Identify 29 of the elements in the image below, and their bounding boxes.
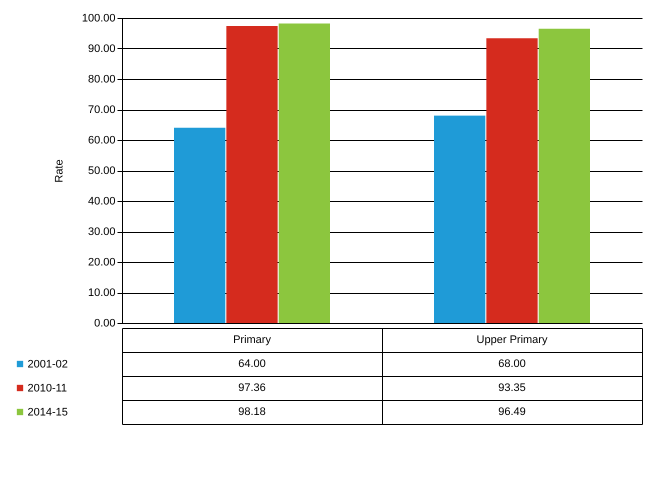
y-tick-label: 30.00 — [88, 226, 116, 238]
y-tick-label: 10.00 — [88, 287, 116, 299]
y-tick-label: 20.00 — [88, 256, 116, 268]
x-tick-label: Primary — [233, 334, 272, 346]
bar — [278, 24, 330, 323]
y-tick-label: 60.00 — [88, 134, 116, 146]
y-tick-label: 80.00 — [88, 74, 116, 86]
bar — [486, 38, 538, 323]
y-tick-label: 90.00 — [88, 43, 116, 55]
y-axis-title: Rate — [54, 159, 66, 183]
y-tick-label: 100.00 — [82, 12, 116, 24]
data-label: 96.49 — [498, 406, 526, 418]
y-tick-label: 0.00 — [94, 318, 116, 330]
data-label: 93.35 — [498, 382, 526, 394]
legend-label: 2010-11 — [28, 382, 68, 394]
bar — [226, 26, 278, 323]
y-tick-label: 40.00 — [88, 196, 116, 208]
data-label: 98.18 — [238, 406, 266, 418]
y-tick-label: 70.00 — [88, 104, 116, 116]
data-label: 68.00 — [498, 358, 526, 370]
x-tick-label: Upper Primary — [476, 334, 548, 346]
data-label: 64.00 — [238, 358, 266, 370]
bar — [538, 28, 590, 323]
legend-label: 2001-02 — [28, 358, 68, 370]
y-tick-label: 50.00 — [88, 165, 116, 177]
bar — [434, 116, 486, 323]
bar — [174, 128, 226, 323]
legend-label: 2014-15 — [28, 406, 68, 418]
data-label: 97.36 — [238, 382, 266, 394]
